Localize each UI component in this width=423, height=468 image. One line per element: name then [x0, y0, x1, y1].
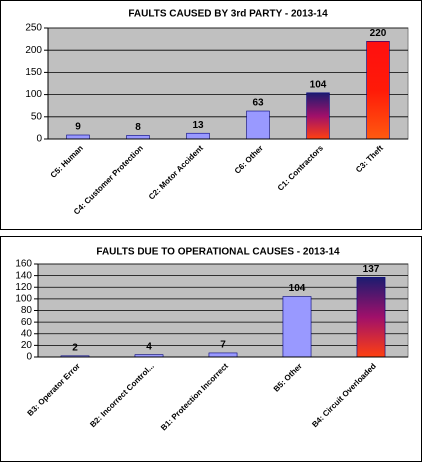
- data-label: 104: [310, 79, 327, 90]
- bar: [366, 41, 390, 140]
- y-tick-label: 100: [15, 294, 32, 305]
- y-tick-label: 60: [21, 317, 33, 328]
- y-tick-label: 0: [26, 352, 32, 363]
- bar: [66, 134, 90, 140]
- data-label: 9: [75, 122, 81, 133]
- chart-title: FAULTS CAUSED BY 3rd PARTY - 2013-14: [128, 9, 328, 20]
- y-tick-label: 40: [21, 328, 33, 339]
- bar: [356, 277, 386, 358]
- data-label: 104: [289, 283, 306, 294]
- bar: [208, 352, 238, 358]
- bar: [126, 135, 150, 140]
- bar: [306, 92, 330, 140]
- y-tick-label: 250: [25, 23, 42, 34]
- data-label: 4: [146, 341, 152, 352]
- y-tick-label: 120: [15, 282, 32, 293]
- chart-title: FAULTS DUE TO OPERATIONAL CAUSES - 2013-…: [96, 247, 340, 258]
- y-tick-label: 200: [25, 45, 42, 56]
- data-label: 220: [370, 28, 387, 39]
- y-tick-label: 140: [15, 270, 32, 281]
- data-label: 7: [220, 340, 226, 351]
- bar: [282, 296, 312, 358]
- bar: [186, 132, 210, 140]
- y-tick-label: 100: [25, 89, 42, 100]
- y-tick-label: 0: [36, 134, 42, 145]
- bar: [246, 110, 270, 140]
- data-label: 13: [192, 120, 204, 131]
- y-tick-label: 50: [31, 111, 43, 122]
- data-label: 137: [363, 264, 380, 275]
- y-tick-label: 80: [21, 305, 33, 316]
- y-tick-label: 20: [21, 340, 33, 351]
- data-label: 63: [252, 98, 264, 109]
- plot-area: [47, 27, 409, 140]
- y-tick-label: 150: [25, 67, 42, 78]
- y-tick-label: 160: [15, 259, 32, 270]
- data-label: 2: [72, 342, 78, 353]
- data-label: 8: [135, 122, 141, 133]
